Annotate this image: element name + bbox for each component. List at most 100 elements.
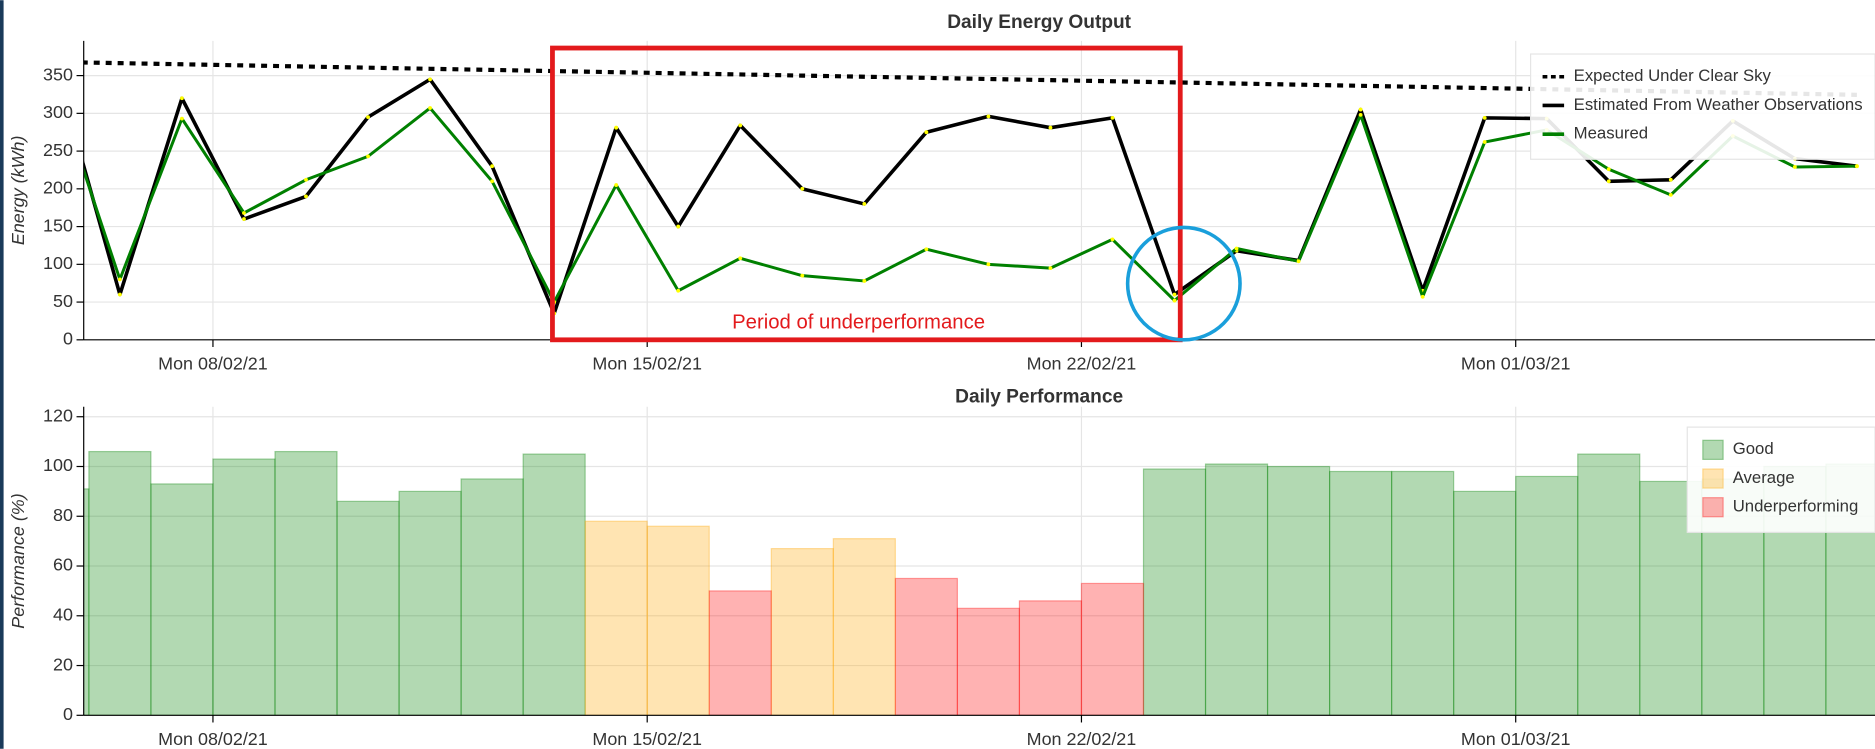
- y-tick-label: 20: [53, 654, 73, 674]
- point-marker: [1110, 115, 1115, 120]
- point-marker: [304, 194, 308, 199]
- legend-swatch: [1702, 439, 1724, 460]
- annotation: Period of underperformance: [732, 311, 985, 333]
- legend-label: Expected Under Clear Sky: [1574, 66, 1772, 85]
- y-tick-label: 150: [43, 215, 73, 235]
- x-tick-label: Mon 08/02/21: [158, 354, 268, 374]
- bar: [1204, 463, 1269, 716]
- bar: [1266, 465, 1331, 716]
- y-tick-label: 60: [53, 555, 73, 575]
- point-marker: [1110, 237, 1115, 242]
- point-marker: [614, 125, 619, 130]
- point-marker: [1048, 266, 1053, 271]
- point-marker: [862, 202, 867, 206]
- legend-label: Average: [1733, 468, 1795, 487]
- legend-swatch: [1702, 468, 1724, 489]
- point-marker: [800, 186, 805, 191]
- point-marker: [676, 288, 681, 293]
- point-marker: [1048, 125, 1053, 130]
- chart-title: Daily Performance: [955, 386, 1123, 407]
- bar: [83, 488, 90, 716]
- point-marker: [180, 96, 184, 101]
- legend-box: [1686, 426, 1875, 533]
- point-marker: [1792, 165, 1797, 169]
- point-marker: [490, 164, 495, 169]
- y-tick-label: 0: [63, 704, 73, 724]
- legend-label: Good: [1733, 439, 1774, 458]
- bar: [212, 458, 276, 716]
- point-marker: [366, 115, 370, 120]
- point-marker: [1854, 164, 1859, 169]
- y-tick-label: 200: [43, 178, 73, 198]
- bar: [398, 490, 462, 716]
- point-marker: [304, 177, 308, 182]
- chart-title: Daily Energy Output: [947, 12, 1131, 33]
- point-marker: [1358, 112, 1363, 117]
- bar: [1515, 475, 1579, 716]
- legend-label: Underperforming: [1733, 497, 1859, 516]
- bar: [1391, 470, 1455, 716]
- bar: [646, 525, 710, 716]
- x-tick-label: Mon 22/02/21: [1027, 354, 1137, 374]
- highlight-box: [550, 45, 1183, 343]
- y-tick-label: 50: [53, 291, 73, 311]
- plot-area: [83, 40, 1875, 341]
- point-marker: [180, 116, 184, 121]
- point-marker: [242, 217, 246, 221]
- y-tick-label: 250: [43, 140, 73, 160]
- y-axis-label: Performance (%): [8, 493, 28, 628]
- point-marker: [986, 262, 991, 267]
- legend-swatch: [1702, 497, 1724, 518]
- point-marker: [1606, 179, 1611, 184]
- point-marker: [1668, 192, 1673, 197]
- point-marker: [862, 279, 867, 283]
- x-tick-label: Mon 01/03/21: [1461, 729, 1571, 749]
- bar: [1080, 582, 1145, 716]
- bar: [956, 607, 1021, 716]
- bar: [522, 453, 586, 716]
- point-marker: [676, 224, 681, 229]
- point-marker: [924, 247, 929, 252]
- x-tick-label: Mon 01/03/21: [1461, 354, 1571, 374]
- legend-box: [1530, 53, 1875, 160]
- point-marker: [738, 256, 743, 261]
- bar: [460, 478, 524, 716]
- y-tick-label: 350: [43, 64, 73, 84]
- bar: [770, 548, 834, 716]
- point-marker: [800, 273, 805, 278]
- bar: [336, 500, 400, 716]
- bar: [1142, 468, 1207, 716]
- bar: [150, 483, 214, 716]
- point-marker: [1420, 294, 1425, 299]
- bar: [832, 538, 896, 716]
- y-tick-label: 100: [43, 253, 73, 273]
- point-marker: [428, 106, 432, 110]
- point-marker: [1358, 107, 1363, 112]
- point-marker: [1482, 115, 1487, 120]
- bar: [88, 450, 152, 716]
- point-marker: [1296, 259, 1301, 264]
- bar: [1018, 600, 1083, 716]
- y-tick-label: 80: [53, 505, 73, 525]
- bar: [1453, 490, 1517, 716]
- point-marker: [1606, 167, 1611, 172]
- point-marker: [242, 211, 246, 215]
- bar: [708, 590, 772, 716]
- window-edge: [0, 0, 4, 749]
- point-marker: [1234, 246, 1239, 251]
- point-marker: [1172, 298, 1177, 303]
- highlight-circle: [1125, 225, 1242, 342]
- x-tick-label: Mon 15/02/21: [592, 729, 702, 749]
- y-tick-label: 40: [53, 605, 73, 625]
- x-tick-label: Mon 15/02/21: [592, 354, 702, 374]
- point-marker: [56, 91, 60, 95]
- y-tick-label: 300: [43, 102, 73, 122]
- point-marker: [117, 277, 122, 282]
- bar: [584, 520, 648, 716]
- point-marker: [1172, 292, 1177, 297]
- y-axis-label: Energy (kWh): [8, 136, 28, 246]
- y-tick-label: 0: [63, 329, 73, 349]
- y-tick-label: 120: [43, 405, 73, 425]
- y-tick-label: 100: [43, 455, 73, 475]
